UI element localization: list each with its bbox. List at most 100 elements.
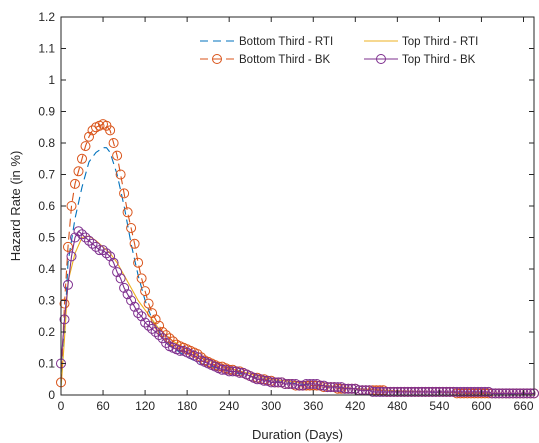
x-tick-label: 120 bbox=[135, 399, 155, 413]
series-point-top-third-bk bbox=[420, 386, 431, 397]
series-point-top-third-bk bbox=[451, 386, 462, 397]
series-point-top-third-bk bbox=[448, 386, 459, 397]
series-point-top-third-bk bbox=[522, 388, 532, 399]
y-tick-label: 0.6 bbox=[38, 199, 55, 213]
series-point-top-third-bk bbox=[66, 251, 77, 262]
series-point-top-third-bk bbox=[126, 295, 137, 306]
series-point-bottom-third-bk bbox=[143, 298, 154, 309]
series-point-top-third-bk bbox=[458, 386, 469, 397]
x-tick-label: 540 bbox=[429, 399, 449, 413]
series-point-top-third-bk bbox=[269, 377, 280, 388]
y-tick-label: 0.4 bbox=[38, 262, 55, 276]
series-point-bottom-third-bk bbox=[157, 327, 168, 337]
y-axis-ticks: 0 0.1 0.2 0.3 0.4 0.5 0.6 0.7 0.8 0.9 1 1.1 1.2 bbox=[38, 10, 534, 402]
series-point-top-third-bk bbox=[462, 386, 473, 397]
series-point-top-third-bk bbox=[479, 386, 490, 397]
series-point-top-third-bk bbox=[434, 386, 445, 397]
series-point-top-third-bk bbox=[119, 282, 130, 293]
series-point-bottom-third-bk bbox=[119, 188, 130, 199]
series-point-top-third-bk bbox=[94, 245, 105, 256]
series-point-top-third-bk bbox=[175, 345, 186, 356]
legend: Bottom Third - RTI Top Third - RTI Botto… bbox=[196, 32, 518, 74]
series-point-top-third-bk bbox=[416, 386, 427, 397]
series-point-top-third-bk bbox=[294, 380, 305, 391]
series-point-top-third-bk bbox=[59, 314, 70, 325]
series-point-top-third-bk bbox=[339, 383, 350, 394]
y-tick-label: 1.1 bbox=[38, 42, 55, 56]
series-point-top-third-bk bbox=[490, 388, 501, 399]
series-point-top-third-bk bbox=[234, 367, 245, 378]
series-point-top-third-bk bbox=[304, 379, 315, 389]
series-point-top-third-bk bbox=[280, 379, 291, 389]
series-point-bottom-third-bk bbox=[66, 201, 77, 211]
series-point-top-third-bk bbox=[70, 232, 80, 243]
series-point-top-third-bk bbox=[87, 238, 98, 249]
x-tick-label: 0 bbox=[58, 399, 65, 413]
series-point-top-third-bk bbox=[508, 388, 518, 399]
series-point-top-third-bk bbox=[266, 377, 277, 388]
x-axis-ticks: 0 60 120 180 240 300 360 420 480 540 600 660 bbox=[58, 17, 534, 413]
series-point-bottom-third-bk bbox=[63, 241, 73, 252]
series-point-top-third-bk bbox=[494, 388, 504, 399]
series-point-top-third-bk bbox=[525, 388, 536, 399]
x-tick-label: 300 bbox=[261, 399, 281, 413]
series-point-top-third-bk bbox=[108, 257, 119, 268]
series-point-bottom-third-bk bbox=[122, 207, 133, 218]
series-point-top-third-bk bbox=[227, 366, 238, 377]
legend-label-top-third-rti: Top Third - RTI bbox=[402, 36, 478, 48]
series-point-top-third-bk bbox=[325, 382, 336, 393]
series-point-top-third-bk bbox=[115, 273, 126, 284]
series-point-top-third-bk bbox=[501, 388, 511, 399]
legend-label-bottom-third-bk: Bottom Third - BK bbox=[239, 54, 331, 66]
series-point-top-third-bk bbox=[105, 251, 116, 262]
series-point-top-third-bk bbox=[122, 289, 133, 300]
y-tick-label: 0.9 bbox=[38, 105, 55, 119]
series-point-top-third-bk bbox=[80, 232, 91, 243]
series-line-bottom-third-bk bbox=[60, 123, 534, 394]
legend-label-top-third-bk: Top Third - BK bbox=[402, 54, 476, 66]
series-point-top-third-bk bbox=[469, 386, 480, 397]
series-point-bottom-third-bk bbox=[84, 131, 94, 142]
x-axis-label: Duration (Days) bbox=[252, 427, 343, 442]
y-tick-label: 0.5 bbox=[38, 231, 55, 245]
series-point-top-third-bk bbox=[395, 386, 406, 397]
series-point-top-third-bk bbox=[84, 235, 94, 246]
y-tick-label: 1.2 bbox=[38, 10, 55, 24]
series-point-top-third-bk bbox=[91, 241, 101, 252]
legend-marker-bottom-third-bk bbox=[212, 54, 222, 64]
series-point-top-third-bk bbox=[441, 386, 452, 397]
series-point-top-third-bk bbox=[399, 386, 410, 397]
series-point-top-third-bk bbox=[252, 374, 263, 385]
series-point-top-third-bk bbox=[322, 382, 333, 393]
series-point-bottom-third-bk bbox=[112, 150, 123, 161]
series-point-top-third-bk bbox=[161, 338, 172, 348]
series-point-bottom-third-bk bbox=[129, 238, 140, 249]
series-point-top-third-bk bbox=[374, 386, 385, 397]
series-point-top-third-bk bbox=[147, 323, 158, 334]
series-point-top-third-bk bbox=[329, 382, 340, 393]
y-tick-label: 0.8 bbox=[38, 136, 55, 150]
x-tick-label: 360 bbox=[303, 399, 323, 413]
legend-label-bottom-third-rti: Bottom Third - RTI bbox=[239, 36, 333, 48]
series-point-top-third-bk bbox=[315, 380, 326, 391]
series-point-top-third-bk bbox=[63, 279, 73, 290]
series-point-bottom-third-bk bbox=[133, 257, 144, 268]
series-point-top-third-bk bbox=[385, 386, 396, 397]
series-point-top-third-bk bbox=[143, 320, 154, 331]
series-point-bottom-third-bk bbox=[108, 138, 119, 148]
x-tick-label: 180 bbox=[177, 399, 197, 413]
series-point-top-third-bk bbox=[511, 388, 522, 399]
series-point-top-third-bk bbox=[192, 352, 203, 363]
series-point-top-third-bk bbox=[465, 386, 476, 397]
x-tick-label: 60 bbox=[96, 399, 110, 413]
series-point-top-third-bk bbox=[402, 386, 413, 397]
x-tick-label: 420 bbox=[345, 399, 365, 413]
series-point-top-third-bk bbox=[112, 267, 123, 278]
y-tick-label: 0.7 bbox=[38, 168, 55, 182]
series-point-top-third-bk bbox=[101, 248, 112, 259]
series-point-top-third-bk bbox=[472, 386, 483, 397]
series-point-top-third-bk bbox=[287, 379, 298, 389]
series-point-bottom-third-bk bbox=[70, 178, 80, 189]
series-point-top-third-bk bbox=[77, 229, 87, 240]
